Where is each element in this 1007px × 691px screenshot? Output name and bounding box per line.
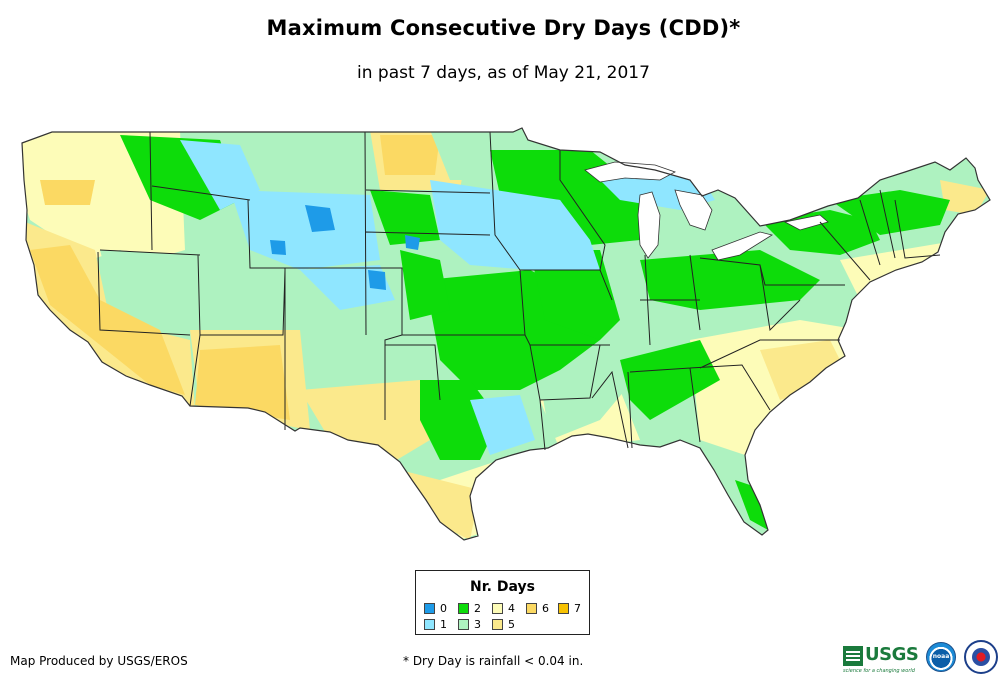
region-2-days xyxy=(640,250,820,310)
region-6-days xyxy=(380,135,440,175)
lake-michigan xyxy=(637,191,661,259)
map-title: Maximum Consecutive Dry Days (CDD)* xyxy=(266,16,741,40)
region-2-days xyxy=(370,190,440,245)
region-5-days xyxy=(940,180,990,215)
region-group-0-days xyxy=(270,205,420,290)
legend-label-4: 4 xyxy=(508,602,515,615)
region-3-days xyxy=(540,330,650,440)
state-borders xyxy=(97,131,941,451)
region-5-days xyxy=(300,380,430,470)
lake-superior xyxy=(584,161,676,183)
map-subtitle: in past 7 days, as of May 21, 2017 xyxy=(357,63,650,83)
usgs-logo-text: USGS xyxy=(865,644,919,665)
nws-logo-icon xyxy=(964,640,998,674)
region-0-days xyxy=(305,205,335,232)
region-6-days xyxy=(30,245,185,395)
legend-label-6: 6 xyxy=(542,602,549,615)
legend-label-7: 7 xyxy=(574,602,581,615)
legend-swatch-0 xyxy=(424,603,435,614)
region-0-days xyxy=(405,235,420,250)
legend-swatch-6 xyxy=(526,603,537,614)
region-4-days xyxy=(690,320,860,460)
dry-day-footnote: * Dry Day is rainfall < 0.04 in. xyxy=(403,654,584,668)
legend: Nr. Days 0 1 2 3 4 5 6 7 xyxy=(415,570,590,635)
usgs-mark-icon xyxy=(843,646,863,666)
noaa-logo-icon xyxy=(926,642,956,672)
region-2-days xyxy=(530,250,620,340)
region-6-days xyxy=(195,345,290,420)
legend-label-1: 1 xyxy=(440,618,447,631)
state-border xyxy=(97,131,941,451)
usgs-logo: USGS science for a changing world xyxy=(843,644,919,674)
region-1-day xyxy=(230,190,380,270)
region-2-days xyxy=(620,340,720,420)
region-group-6-days xyxy=(30,135,440,420)
region-3-days xyxy=(100,250,205,310)
legend-label-5: 5 xyxy=(508,618,515,631)
region-6-days xyxy=(40,180,95,205)
legend-swatch-7 xyxy=(558,603,569,614)
region-1-day xyxy=(430,180,600,270)
legend-swatch-3 xyxy=(458,619,469,630)
lake-erie xyxy=(711,231,774,261)
region-0-days xyxy=(270,240,286,255)
legend-label-0: 0 xyxy=(440,602,447,615)
usgs-logo-tagline: science for a changing world xyxy=(843,668,915,674)
region-group-1-day xyxy=(180,140,715,455)
great-lakes xyxy=(584,161,829,261)
region-1-day xyxy=(180,140,260,210)
map-credit: Map Produced by USGS/EROS xyxy=(10,654,188,668)
legend-title: Nr. Days xyxy=(470,579,535,595)
legend-swatch-5 xyxy=(492,619,503,630)
legend-swatch-1 xyxy=(424,619,435,630)
legend-swatch-4 xyxy=(492,603,503,614)
region-2-days xyxy=(400,250,450,320)
legend-swatch-2 xyxy=(458,603,469,614)
region-0-days xyxy=(368,270,386,290)
lake-ontario xyxy=(783,214,829,231)
legend-label-2: 2 xyxy=(474,602,481,615)
region-1-day xyxy=(470,395,535,455)
region-5-days xyxy=(400,470,480,540)
lake-huron xyxy=(674,189,713,231)
legend-label-3: 3 xyxy=(474,618,481,631)
